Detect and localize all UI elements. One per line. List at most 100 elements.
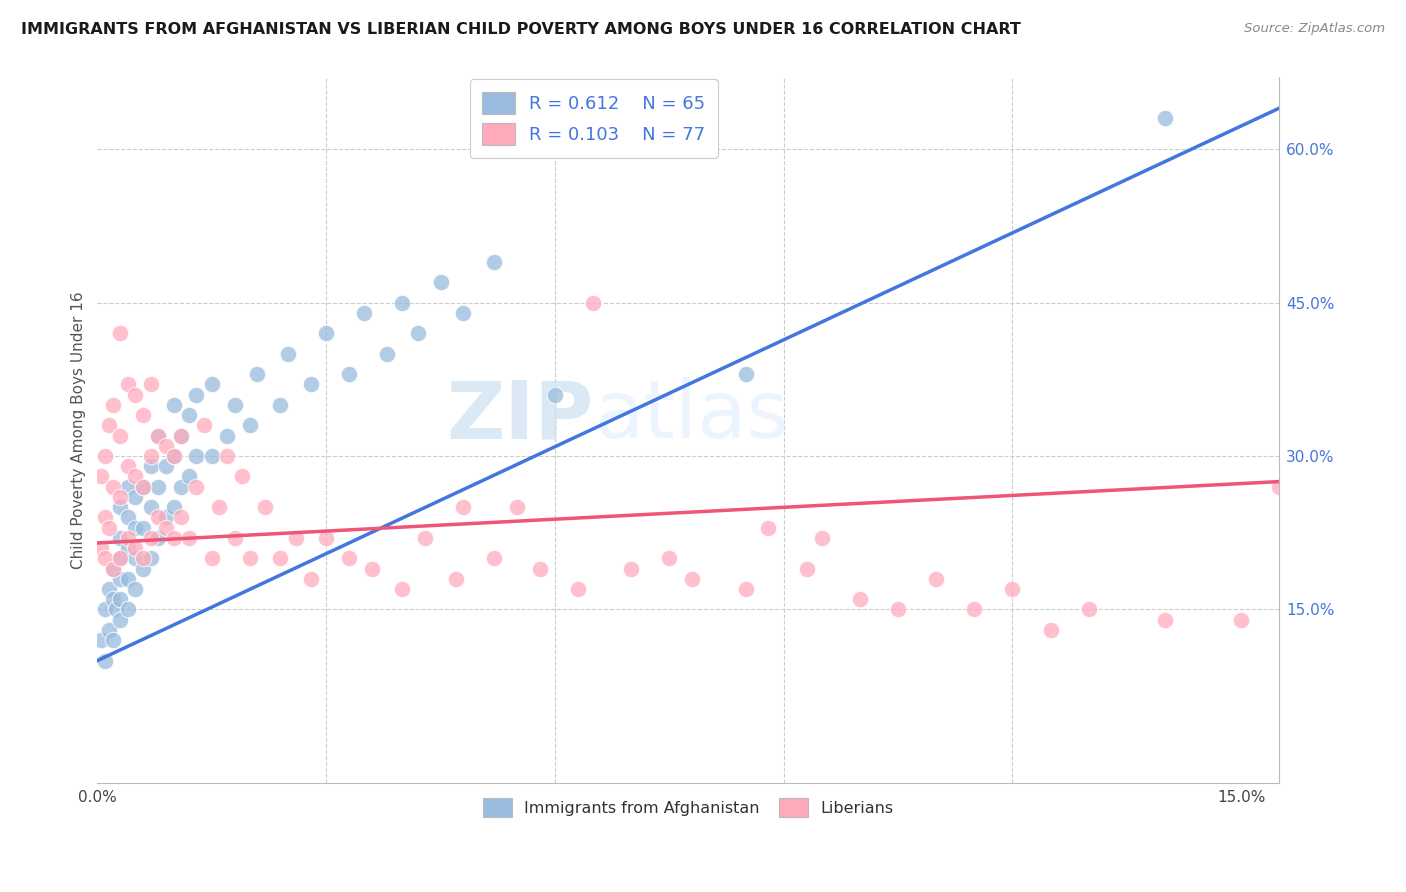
Point xyxy=(162,449,184,463)
Point xyxy=(110,613,132,627)
Point xyxy=(1154,112,1177,126)
Point xyxy=(170,480,193,494)
Point xyxy=(224,531,246,545)
Point xyxy=(110,551,132,566)
Point xyxy=(201,449,224,463)
Point xyxy=(110,428,132,442)
Point xyxy=(162,531,184,545)
Point xyxy=(758,520,780,534)
Point xyxy=(117,459,139,474)
Point xyxy=(110,500,132,515)
Point xyxy=(94,510,117,524)
Point xyxy=(193,418,215,433)
Point xyxy=(925,572,948,586)
Point xyxy=(544,387,567,401)
Point xyxy=(117,572,139,586)
Point xyxy=(148,428,170,442)
Point xyxy=(148,531,170,545)
Point xyxy=(239,551,262,566)
Point xyxy=(734,367,756,381)
Point xyxy=(117,377,139,392)
Point xyxy=(506,500,529,515)
Point xyxy=(277,347,299,361)
Point xyxy=(110,531,132,545)
Point xyxy=(849,592,872,607)
Point xyxy=(124,582,146,596)
Point xyxy=(94,449,117,463)
Point xyxy=(132,520,155,534)
Point xyxy=(170,510,193,524)
Point xyxy=(124,541,146,555)
Point xyxy=(94,551,117,566)
Point xyxy=(963,602,986,616)
Point xyxy=(810,531,832,545)
Point xyxy=(148,428,170,442)
Point xyxy=(139,449,162,463)
Point xyxy=(201,377,224,392)
Point xyxy=(124,387,146,401)
Point xyxy=(215,428,238,442)
Point xyxy=(110,490,132,504)
Point xyxy=(97,520,120,534)
Point xyxy=(117,541,139,555)
Point xyxy=(110,592,132,607)
Point xyxy=(132,408,155,422)
Point xyxy=(529,561,551,575)
Point xyxy=(97,418,120,433)
Point xyxy=(110,326,132,341)
Point xyxy=(482,254,505,268)
Point xyxy=(101,398,124,412)
Point xyxy=(186,387,208,401)
Point xyxy=(796,561,818,575)
Point xyxy=(139,551,162,566)
Point xyxy=(246,367,269,381)
Point xyxy=(315,326,337,341)
Point xyxy=(299,377,322,392)
Point xyxy=(124,551,146,566)
Point xyxy=(170,428,193,442)
Point xyxy=(284,531,307,545)
Point xyxy=(1268,480,1291,494)
Point xyxy=(101,592,124,607)
Point xyxy=(94,602,117,616)
Point xyxy=(299,572,322,586)
Point xyxy=(132,480,155,494)
Point xyxy=(155,510,177,524)
Point xyxy=(110,551,132,566)
Point xyxy=(186,449,208,463)
Point xyxy=(208,500,231,515)
Point xyxy=(162,449,184,463)
Point xyxy=(1077,602,1099,616)
Point xyxy=(117,510,139,524)
Point xyxy=(139,500,162,515)
Point xyxy=(132,561,155,575)
Point xyxy=(453,306,475,320)
Point xyxy=(269,551,291,566)
Point xyxy=(139,531,162,545)
Point xyxy=(658,551,681,566)
Point xyxy=(254,500,277,515)
Point xyxy=(375,347,398,361)
Point xyxy=(94,654,117,668)
Point xyxy=(148,480,170,494)
Point xyxy=(567,582,589,596)
Point xyxy=(148,510,170,524)
Point xyxy=(582,295,605,310)
Point xyxy=(429,275,451,289)
Point xyxy=(162,398,184,412)
Point xyxy=(337,367,360,381)
Point xyxy=(177,531,200,545)
Point xyxy=(110,572,132,586)
Point xyxy=(413,531,436,545)
Point xyxy=(391,295,413,310)
Point xyxy=(139,459,162,474)
Point xyxy=(391,582,413,596)
Point xyxy=(1039,623,1062,637)
Text: Source: ZipAtlas.com: Source: ZipAtlas.com xyxy=(1244,22,1385,36)
Point xyxy=(177,469,200,483)
Point xyxy=(887,602,910,616)
Point xyxy=(97,623,120,637)
Point xyxy=(117,602,139,616)
Point xyxy=(101,633,124,648)
Point xyxy=(90,469,112,483)
